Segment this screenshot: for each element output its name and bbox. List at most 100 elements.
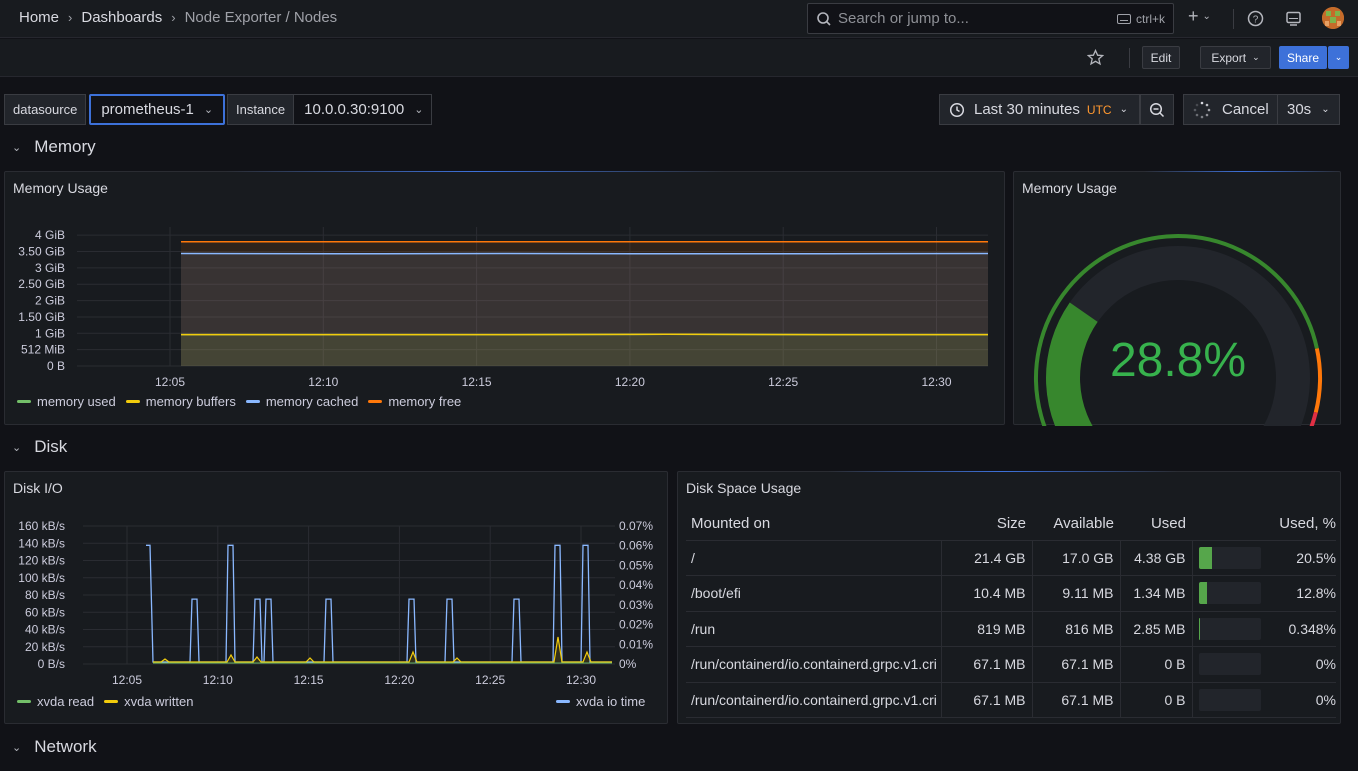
search-icon <box>817 11 831 26</box>
legend-item-xvda-read[interactable]: xvda read <box>17 694 94 709</box>
export-button[interactable]: Export ⌄ <box>1200 46 1271 69</box>
y-left-tick-label: 40 kB/s <box>25 623 65 637</box>
panel-loading-bar <box>1144 171 1342 172</box>
panel-memory-usage-timeseries[interactable]: Memory Usage 0 B 512 MiB 1 GiB 1.50 GiB 2 Gi… <box>4 171 1005 425</box>
refresh-interval-value: 30s <box>1287 101 1312 118</box>
cell-size: 819 MB <box>940 611 1032 647</box>
keyboard-icon <box>1116 13 1131 24</box>
zoom-out-button[interactable] <box>1140 94 1174 125</box>
chart-legend: xvda read xvda written <box>17 694 193 709</box>
panel-disk-io[interactable]: Disk I/O 0 B/s 20 kB/s 40 kB/s 60 kB/s 80 kB… <box>4 471 668 724</box>
series-area-memory-cached <box>181 253 988 366</box>
instance-value: 10.0.0.30:9100 <box>304 101 405 118</box>
variable-instance: Instance 10.0.0.30:9100 ⌄ <box>227 94 433 125</box>
help-icon: ? <box>1247 10 1264 27</box>
legend-item-memory-buffers[interactable]: memory buffers <box>125 394 236 409</box>
x-tick-label: 12:10 <box>308 375 338 389</box>
legend-label: xvda read <box>37 694 95 709</box>
chevron-right-icon: › <box>68 10 73 25</box>
x-tick-label: 12:30 <box>566 673 596 687</box>
chevron-down-icon: ⌄ <box>1119 104 1128 115</box>
breadcrumb-dashboards[interactable]: Dashboards <box>81 9 163 26</box>
refresh-interval-picker[interactable]: 30s ⌄ <box>1277 94 1340 125</box>
legend-swatch <box>104 700 119 703</box>
row-network[interactable]: ⌄ Network <box>12 737 97 757</box>
export-label: Export <box>1211 50 1247 65</box>
breadcrumb-home[interactable]: Home <box>19 9 60 26</box>
column-header-used[interactable]: Used <box>1120 507 1192 541</box>
column-header-mounted-on[interactable]: Mounted on <box>686 507 941 541</box>
help-button[interactable]: ? <box>1247 10 1264 27</box>
cell-available: 67.1 MB <box>1031 682 1120 718</box>
legend-item-memory-free[interactable]: memory free <box>368 394 461 409</box>
y-tick-label: 4 GiB <box>35 228 65 242</box>
panel-disk-space-usage[interactable]: Disk Space Usage Mounted on Size Availab… <box>677 471 1341 724</box>
instance-select[interactable]: 10.0.0.30:9100 ⌄ <box>294 94 433 125</box>
x-tick-label: 12:25 <box>768 375 798 389</box>
search-input[interactable]: Search or jump to... ctrl+k <box>807 3 1174 34</box>
cell-available: 9.11 MB <box>1031 575 1120 612</box>
y-tick-label: 2 GiB <box>35 294 65 308</box>
legend-item-memory-cached[interactable]: memory cached <box>245 394 358 409</box>
row-disk[interactable]: ⌄ Disk <box>12 437 67 457</box>
edit-button[interactable]: Edit <box>1142 46 1180 69</box>
panel-memory-usage-gauge[interactable]: Memory Usage 28.8% <box>1013 171 1342 426</box>
usage-bar-fill <box>1198 546 1212 569</box>
chevron-right-icon: › <box>171 10 176 25</box>
datasource-select[interactable]: prometheus-1 ⌄ <box>89 94 226 125</box>
zoom-out-icon <box>1149 102 1165 117</box>
cell-used-pct: 0.348% <box>1191 611 1336 647</box>
search-placeholder: Search or jump to... <box>838 10 969 27</box>
y-left-tick-label: 160 kB/s <box>18 519 65 533</box>
share-button[interactable]: Share <box>1279 46 1327 69</box>
panel-title: Memory Usage <box>13 180 108 196</box>
x-tick-label: 12:20 <box>615 375 645 389</box>
cell-mounted-on: /run/containerd/io.containerd.grpc.v1.cr… <box>686 646 941 683</box>
legend-swatch <box>245 400 260 403</box>
time-range-picker[interactable]: Last 30 minutes UTC ⌄ <box>939 94 1140 125</box>
column-header-size[interactable]: Size <box>941 507 1032 541</box>
usage-bar-fill <box>1198 582 1207 605</box>
cell-used-pct: 0% <box>1191 646 1336 683</box>
gauge-value-arc <box>1046 302 1098 426</box>
legend-item-xvda-written[interactable]: xvda written <box>104 694 193 709</box>
legend-item-xvda-io-time[interactable]: xvda io time <box>556 694 645 709</box>
column-header-available[interactable]: Available <box>1032 507 1120 541</box>
shortcut-hint: ctrl+k <box>1116 12 1165 26</box>
share-menu-button[interactable]: ⌄ <box>1328 46 1349 69</box>
chevron-down-icon: ⌄ <box>12 741 22 754</box>
row-memory[interactable]: ⌄ Memory <box>12 137 96 157</box>
add-menu-button[interactable]: + ⌄ <box>1188 7 1211 25</box>
row-title: Disk <box>34 437 68 456</box>
datasource-value: prometheus-1 <box>101 101 194 118</box>
legend-label: xvda io time <box>576 694 646 709</box>
legend-item-memory-used[interactable]: memory used <box>17 394 116 409</box>
y-tick-label: 3 GiB <box>35 261 65 275</box>
threshold-green <box>1034 234 1319 426</box>
x-tick-label: 12:05 <box>112 673 142 687</box>
timezone-badge: UTC <box>1086 102 1112 117</box>
y-right-tick-label: 0.04% <box>619 578 653 592</box>
table-row: /run/containerd/io.containerd.grpc.v1.cr… <box>686 646 1336 683</box>
news-button[interactable] <box>1285 10 1302 27</box>
legend-swatch <box>368 400 383 403</box>
cell-used: 1.34 MB <box>1119 575 1192 612</box>
usage-bar-fill <box>1198 617 1200 640</box>
memory-gauge: 28.8% <box>1034 234 1322 426</box>
cancel-label: Cancel <box>1222 101 1269 118</box>
usage-pct-text: 0% <box>1315 691 1336 708</box>
y-left-tick-label: 120 kB/s <box>18 554 65 568</box>
legend-swatch <box>17 700 31 703</box>
y-tick-label: 2.50 GiB <box>18 277 65 291</box>
column-header-used-pct[interactable]: Used, % <box>1192 507 1336 541</box>
y-right-tick-label: 0.01% <box>619 637 653 651</box>
svg-text:?: ? <box>1253 15 1259 26</box>
threshold-orange <box>1313 348 1322 413</box>
legend-label: memory used <box>37 394 116 409</box>
usage-pct-text: 0.348% <box>1288 620 1336 637</box>
monitor-icon <box>1286 11 1301 26</box>
star-button[interactable] <box>1086 48 1105 69</box>
cancel-refresh-button[interactable]: Cancel <box>1183 94 1278 125</box>
avatar[interactable] <box>1322 7 1344 29</box>
x-tick-label: 12:30 <box>921 375 951 389</box>
